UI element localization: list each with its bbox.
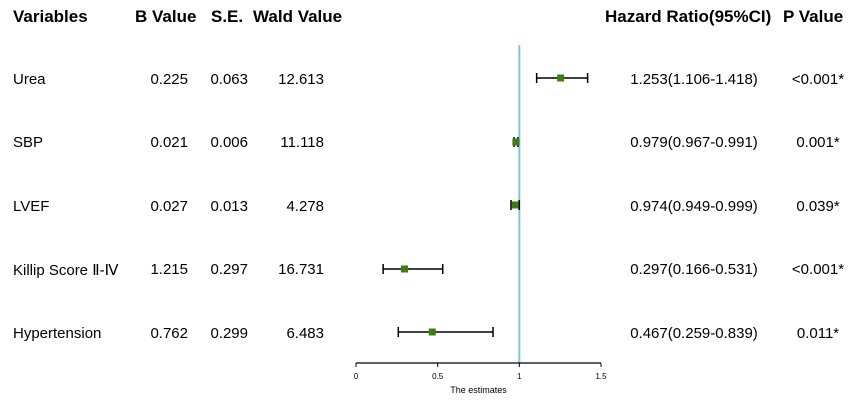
row-variable: Urea bbox=[13, 71, 46, 88]
forest-point-group bbox=[512, 137, 520, 147]
row-b-value: 0.762 bbox=[150, 325, 188, 342]
row-se: 0.013 bbox=[210, 198, 248, 215]
estimate-point bbox=[512, 138, 520, 146]
forest-point-group bbox=[397, 327, 494, 337]
row-b-value: 0.027 bbox=[150, 198, 188, 215]
row-p-value: 0.039* bbox=[796, 198, 840, 215]
row-wald: 11.118 bbox=[280, 134, 324, 151]
forest-point-group bbox=[510, 200, 520, 210]
row-variable: SBP bbox=[13, 134, 44, 151]
row-p-value: <0.001* bbox=[791, 261, 845, 278]
row-b-value: 1.215 bbox=[150, 261, 188, 278]
row-hazard-ratio: 0.974(0.949-0.999) bbox=[630, 198, 758, 215]
header-b-value: B Value bbox=[135, 7, 197, 26]
row-se: 0.297 bbox=[210, 261, 248, 278]
header-hazard-ratio: Hazard Ratio(95%CI) bbox=[605, 7, 772, 26]
x-axis-title: The estimates bbox=[450, 385, 507, 395]
x-tick-label: 0.5 bbox=[432, 372, 444, 381]
forest-point-group bbox=[535, 73, 589, 83]
row-hazard-ratio: 1.253(1.106-1.418) bbox=[630, 71, 758, 88]
x-tick-label: 1.5 bbox=[595, 372, 607, 381]
row-b-value: 0.225 bbox=[150, 71, 188, 88]
estimate-point bbox=[428, 328, 436, 336]
row-variable: Hypertension bbox=[13, 325, 102, 342]
row-p-value: 0.001* bbox=[796, 134, 840, 151]
x-axis-ticks: 0 0.5 1 1.5 bbox=[354, 363, 607, 381]
estimate-point bbox=[557, 74, 565, 82]
row-variable: Killip Score Ⅱ-Ⅳ bbox=[13, 262, 119, 279]
x-tick-label: 0 bbox=[354, 372, 359, 381]
row-wald: 16.731 bbox=[278, 261, 324, 278]
estimate-point bbox=[511, 201, 519, 209]
forest-point-group bbox=[382, 264, 444, 274]
row-wald: 4.278 bbox=[286, 198, 324, 215]
row-se: 0.299 bbox=[210, 325, 248, 342]
row-b-value: 0.021 bbox=[150, 134, 188, 151]
row-hazard-ratio: 0.467(0.259-0.839) bbox=[630, 325, 758, 342]
row-se: 0.063 bbox=[210, 71, 248, 88]
row-hazard-ratio: 0.979(0.967-0.991) bbox=[630, 134, 758, 151]
header-wald: Wald Value bbox=[253, 7, 343, 26]
row-p-value: 0.011* bbox=[796, 325, 840, 342]
row-wald: 6.483 bbox=[286, 325, 324, 342]
row-wald: 12.613 bbox=[278, 71, 324, 88]
x-tick-label: 1 bbox=[517, 372, 522, 381]
forest-points bbox=[382, 73, 589, 337]
header-variables: Variables bbox=[13, 7, 88, 26]
row-hazard-ratio: 0.297(0.166-0.531) bbox=[630, 261, 758, 278]
estimate-point bbox=[401, 265, 409, 273]
row-se: 0.006 bbox=[210, 134, 248, 151]
header-se: S.E. bbox=[211, 7, 244, 26]
header-p-value: P Value bbox=[783, 7, 844, 26]
row-variable: LVEF bbox=[13, 198, 50, 215]
row-p-value: <0.001* bbox=[791, 71, 845, 88]
